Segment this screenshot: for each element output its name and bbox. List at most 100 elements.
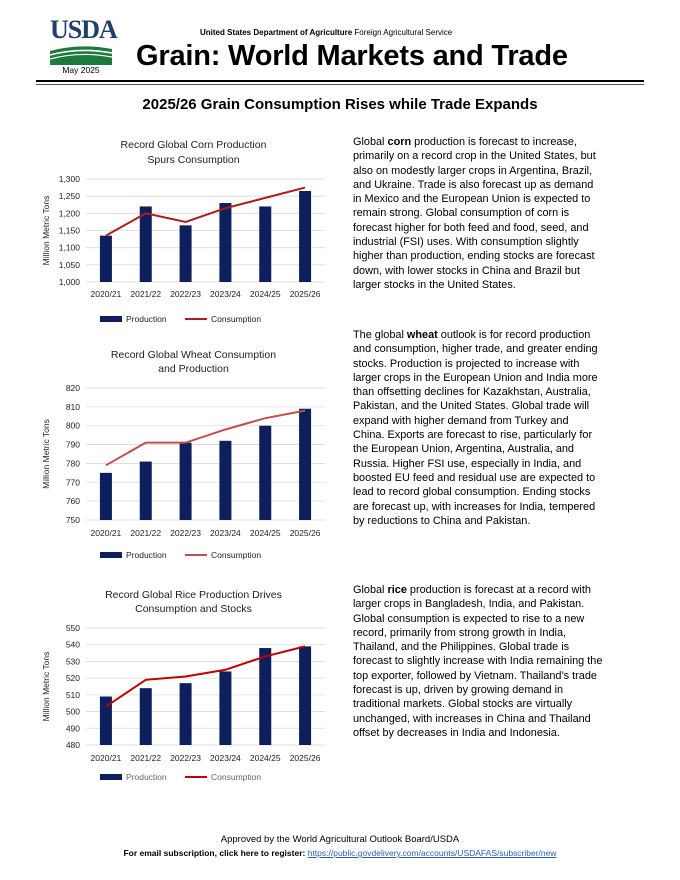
rice-production-bar <box>299 646 312 745</box>
wheat-chart-title-line: Record Global Wheat Consumption <box>111 349 276 361</box>
corn-y-tick-label: 1,050 <box>59 260 81 270</box>
rice-x-tick-label: 2024/25 <box>250 753 281 763</box>
corn-legend-production-swatch <box>100 316 122 322</box>
wheat-y-tick-label: 780 <box>66 458 80 468</box>
rice-body: production is forecast at a record with … <box>353 584 603 739</box>
corn-legend-production-label: Production <box>126 314 167 324</box>
wheat-y-tick-label: 770 <box>66 477 80 487</box>
wheat-paragraph: The global wheat outlook is for record p… <box>353 328 603 528</box>
wheat-legend-production-swatch <box>100 552 122 558</box>
corn-y-axis-label: Million Metric Tons <box>41 196 51 266</box>
rice-chart: Record Global Rice Production Drives Cons… <box>40 584 330 794</box>
wheat-y-tick-label: 790 <box>66 440 80 450</box>
corn-keyword: corn <box>387 136 412 148</box>
rice-production-bar <box>139 688 152 745</box>
corn-x-tick-label: 2025/26 <box>290 289 321 299</box>
corn-production-bar <box>179 225 192 282</box>
logo-text: USDA <box>50 15 118 44</box>
corn-production-bar <box>259 206 272 282</box>
wheat-x-tick-label: 2020/21 <box>91 528 122 538</box>
corn-y-tick-label: 1,300 <box>59 174 81 184</box>
wheat-x-tick-label: 2021/22 <box>130 528 161 538</box>
wheat-x-tick-label: 2022/23 <box>170 528 201 538</box>
subscription-line: For email subscription, click here to re… <box>0 848 680 858</box>
header-rule-thin <box>36 84 644 85</box>
wheat-chart: Record Global Wheat Consumption and Produ… <box>40 344 330 569</box>
wheat-chart-svg: Record Global Wheat Consumption and Produ… <box>41 349 325 560</box>
corn-y-tick-label: 1,200 <box>59 208 81 218</box>
rice-consumption-line <box>105 645 306 708</box>
wheat-x-tick-label: 2023/24 <box>210 528 241 538</box>
corn-production-bar <box>219 203 232 282</box>
corn-production-bar <box>139 206 152 282</box>
rice-paragraph: Global rice production is forecast at a … <box>353 583 603 740</box>
corn-y-tick-label: 1,000 <box>59 277 81 287</box>
wheat-y-axis-label: Million Metric Tons <box>41 419 51 489</box>
corn-body: production is forecast to increase, prim… <box>353 136 596 291</box>
issue-date: May 2025 <box>62 65 100 75</box>
corn-x-tick-label: 2023/24 <box>210 289 241 299</box>
rice-production-bar <box>219 671 232 745</box>
corn-legend-consumption-label: Consumption <box>211 314 261 324</box>
logo-swoosh-icon <box>50 46 112 65</box>
rice-y-tick-label: 480 <box>66 740 80 750</box>
wheat-production-bar <box>179 442 192 520</box>
corn-x-tick-label: 2024/25 <box>250 289 281 299</box>
subscription-link[interactable]: https://public.govdelivery.com/accounts/… <box>307 848 557 858</box>
page-subtitle: 2025/26 Grain Consumption Rises while Tr… <box>142 96 538 113</box>
usda-logo: USDA <box>50 17 118 65</box>
corn-y-tick-label: 1,250 <box>59 191 81 201</box>
rice-chart-svg: Record Global Rice Production Drives Cons… <box>41 589 325 782</box>
corn-pre: Global <box>353 136 388 148</box>
corn-chart-svg: Record Global Corn Production Spurs Consu… <box>41 139 325 324</box>
rice-production-bar <box>179 683 192 745</box>
wheat-y-tick-label: 760 <box>66 496 80 506</box>
rice-legend-consumption-label: Consumption <box>211 772 261 782</box>
rice-production-bar <box>259 648 272 745</box>
wheat-production-bar <box>219 440 232 520</box>
agency-service: Foreign Agricultural Service <box>352 28 453 37</box>
agency-line: United States Department of Agriculture … <box>200 28 452 37</box>
rice-y-tick-label: 490 <box>66 723 80 733</box>
wheat-y-tick-label: 800 <box>66 421 80 431</box>
rice-legend-production-swatch <box>100 774 122 780</box>
corn-x-tick-label: 2022/23 <box>170 289 201 299</box>
rice-y-tick-label: 550 <box>66 623 80 633</box>
wheat-production-bar <box>139 461 152 520</box>
rice-x-tick-label: 2021/22 <box>130 753 161 763</box>
corn-production-bar <box>299 191 312 282</box>
approval-note: Approved by the World Agricultural Outlo… <box>220 834 460 845</box>
rice-keyword: rice <box>387 584 407 596</box>
wheat-y-tick-label: 820 <box>66 383 80 393</box>
corn-chart: Record Global Corn Production Spurs Consu… <box>40 134 330 334</box>
corn-y-tick-label: 1,100 <box>59 243 81 253</box>
subscription-label: For email subscription, click here to re… <box>123 848 306 858</box>
wheat-consumption-line <box>105 409 306 467</box>
rice-x-tick-label: 2022/23 <box>170 753 201 763</box>
wheat-x-tick-label: 2025/26 <box>290 528 321 538</box>
wheat-legend-production-label: Production <box>126 550 167 560</box>
rice-y-tick-label: 510 <box>66 690 80 700</box>
corn-chart-title-line: Spurs Consumption <box>147 154 239 166</box>
rice-y-tick-label: 520 <box>66 673 80 683</box>
rice-production-bar <box>99 696 112 745</box>
corn-x-tick-label: 2020/21 <box>91 289 122 299</box>
wheat-production-bar <box>99 472 112 520</box>
rice-x-tick-label: 2023/24 <box>210 753 241 763</box>
rice-y-tick-label: 500 <box>66 707 80 717</box>
agency-department: United States Department of Agriculture <box>200 28 353 37</box>
header-rule <box>36 80 644 82</box>
rice-legend-production-label: Production <box>126 772 167 782</box>
rice-chart-title-line: Record Global Rice Production Drives <box>105 589 282 601</box>
wheat-x-tick-label: 2024/25 <box>250 528 281 538</box>
wheat-production-bar <box>299 408 312 520</box>
wheat-body: outlook is for record production and con… <box>353 329 598 527</box>
rice-pre: Global <box>353 584 388 596</box>
corn-production-bar <box>99 235 112 282</box>
wheat-pre: The global <box>353 329 407 341</box>
rice-y-tick-label: 530 <box>66 656 80 666</box>
wheat-keyword: wheat <box>406 329 438 341</box>
rice-chart-title-line: Consumption and Stocks <box>135 603 252 615</box>
rice-x-tick-label: 2020/21 <box>91 753 122 763</box>
rice-x-tick-label: 2025/26 <box>290 753 321 763</box>
